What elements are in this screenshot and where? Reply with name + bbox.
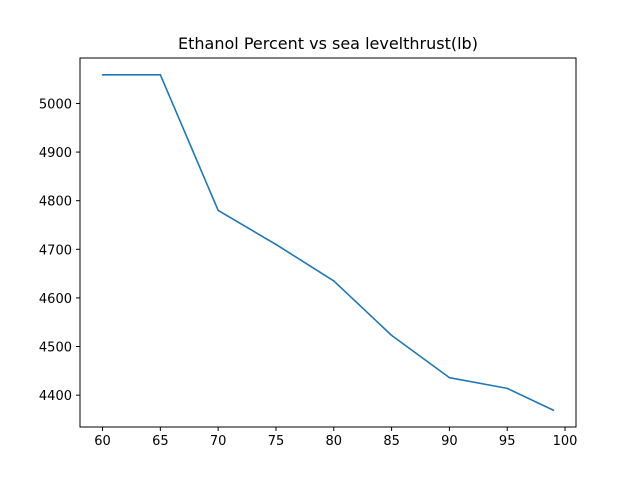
x-tick-label: 80 xyxy=(326,434,343,449)
plot-area xyxy=(79,57,577,428)
x-tick-label: 85 xyxy=(383,434,400,449)
data-point xyxy=(390,334,393,337)
x-tick-label: 75 xyxy=(268,434,285,449)
y-tick-label: 4500 xyxy=(39,341,72,356)
data-point xyxy=(217,209,219,212)
chart-title: Ethanol Percent vs sea levelthrust(lb) xyxy=(178,34,478,53)
data-point xyxy=(332,280,335,282)
x-tick-label: 60 xyxy=(94,434,111,449)
series-layer xyxy=(101,73,555,412)
data-point xyxy=(506,387,509,390)
data-point xyxy=(552,409,555,412)
axis-ticks: 60 65 70 75 80 85 90 95 100 4400 4500 4600 4700 4800 4… xyxy=(39,97,578,449)
x-tick-label: 100 xyxy=(553,434,578,449)
y-tick-label: 4600 xyxy=(39,292,72,307)
x-tick-label: 95 xyxy=(499,434,516,449)
y-tick-label: 4700 xyxy=(39,243,72,258)
data-point xyxy=(275,243,277,246)
x-tick-label: 90 xyxy=(441,434,458,449)
y-tick-label: 5000 xyxy=(39,97,72,112)
series-line xyxy=(102,73,554,411)
y-tick-label: 4400 xyxy=(39,389,72,404)
x-tick-label: 70 xyxy=(210,434,227,449)
data-point xyxy=(159,73,162,76)
data-point xyxy=(101,73,104,76)
axes-frame xyxy=(79,57,577,428)
data-point xyxy=(448,376,451,379)
x-tick-label: 65 xyxy=(152,434,169,449)
y-tick-label: 4800 xyxy=(39,195,72,210)
y-tick-label: 4900 xyxy=(39,146,72,161)
